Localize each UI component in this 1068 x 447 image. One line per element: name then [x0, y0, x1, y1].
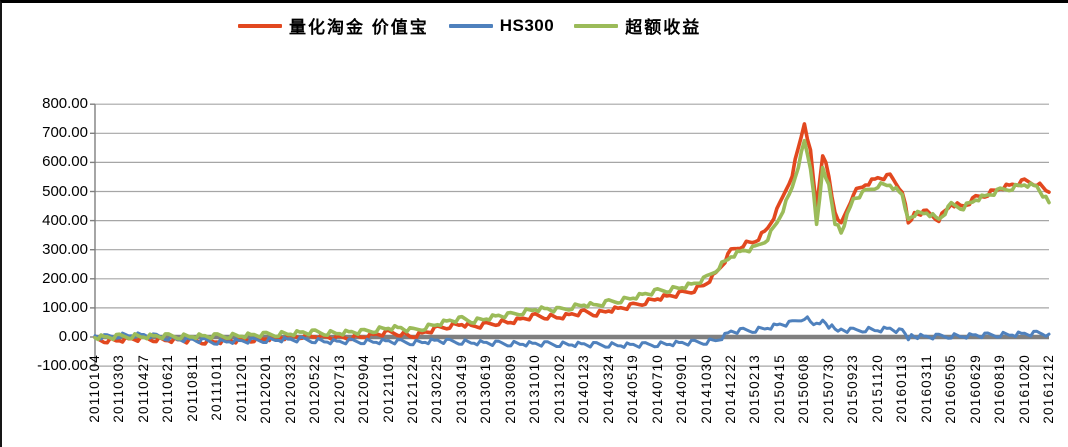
x-tick-label: 20130619	[478, 354, 494, 424]
x-tick-label: 20131202	[551, 354, 567, 424]
x-tick-label: 20120522	[307, 354, 323, 424]
x-tick-label: 20120713	[331, 354, 347, 424]
legend-swatch-blue-line	[448, 23, 493, 28]
x-tick-label: 20110811	[184, 354, 200, 422]
x-tick-label: 20111201	[233, 354, 249, 422]
plot-area	[90, 103, 1051, 367]
x-tick-label: 20161212	[1041, 354, 1056, 424]
x-tick-label: 20150213	[747, 354, 763, 424]
x-tick-label: 20140324	[600, 354, 616, 424]
x-tick-label: 20160311	[918, 354, 934, 423]
x-tick-label: 20110104	[87, 354, 102, 423]
y-tick-label: 500.00	[42, 182, 88, 200]
x-tick-label: 20141030	[698, 354, 714, 424]
legend-item-series1: 量化淘金 价值宝	[238, 13, 429, 38]
x-tick-label: 20151120	[869, 354, 885, 423]
series-line-1	[93, 315, 1051, 349]
legend-item-series2: HS300	[448, 15, 555, 36]
series-line-2	[93, 138, 1051, 342]
x-tick-label: 20160113	[894, 354, 910, 423]
series-line-0	[93, 122, 1051, 346]
x-tick-label: 20160505	[943, 354, 959, 424]
legend: 量化淘金 价值宝 HS300 超额收益	[238, 13, 701, 38]
legend-swatch-red-line	[238, 23, 282, 28]
x-tick-label: 20150923	[845, 354, 861, 424]
x-tick-label: 20130809	[502, 354, 518, 424]
y-tick-label: 700.00	[42, 124, 88, 142]
legend-label-series3: 超额收益	[625, 18, 702, 37]
x-tick-label: 20130419	[453, 354, 469, 424]
x-tick-label: 20120904	[356, 354, 372, 424]
y-tick-label: 300.00	[42, 240, 88, 258]
x-tick-label: 20120323	[282, 354, 298, 424]
x-tick-label: 20150730	[820, 354, 836, 424]
x-tick-label: 20150608	[796, 354, 812, 424]
y-tick-label: 100.00	[42, 298, 88, 316]
y-tick-label: 600.00	[42, 153, 88, 171]
x-tick-label: 20120201	[258, 354, 274, 424]
x-tick-label: 20161020	[1016, 354, 1032, 424]
y-tick-label: 0.00	[58, 328, 88, 345]
legend-swatch-green-line	[574, 23, 619, 28]
y-tick-label: 800.00	[42, 95, 88, 113]
x-tick-label: 20141222	[723, 354, 738, 424]
x-tick-label: 20140123	[576, 354, 592, 424]
legend-item-series3: 超额收益	[574, 13, 701, 38]
x-tick-label: 20131010	[527, 354, 543, 424]
x-tick-label: 20140710	[649, 354, 665, 424]
x-tick-label: 20160819	[992, 354, 1008, 424]
x-tick-label: 20121224	[405, 354, 420, 424]
x-tick-label: 20110303	[111, 354, 127, 423]
legend-label-series1: 量化淘金 价值宝	[289, 18, 429, 37]
x-tick-label: 20140901	[674, 354, 690, 424]
x-tick-label: 20110427	[135, 354, 151, 423]
y-tick-label: 200.00	[42, 269, 88, 287]
x-tick-label: 20130225	[429, 354, 445, 424]
x-tick-label: 20121101	[380, 354, 396, 423]
x-tick-label: 20111011	[209, 354, 225, 421]
y-tick-label: 400.00	[42, 211, 88, 229]
x-tick-label: 20150415	[771, 354, 787, 424]
x-tick-label: 20160629	[967, 354, 983, 424]
x-tick-label: 20110621	[160, 354, 176, 423]
y-tick-label: -100.00	[37, 357, 88, 375]
x-tick-label: 20140519	[625, 354, 641, 424]
legend-label-series2: HS300	[499, 15, 555, 35]
